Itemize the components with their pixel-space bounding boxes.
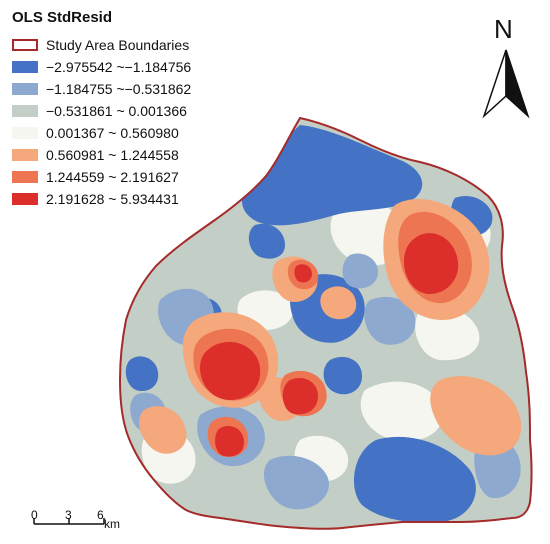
legend-label-class-6: 1.244559 ~ 2.191627 xyxy=(46,169,179,185)
legend-label-class-3: −0.531861 ~ 0.001366 xyxy=(46,103,187,119)
legend-label-boundary: Study Area Boundaries xyxy=(46,37,190,53)
legend-item-boundary: Study Area Boundaries xyxy=(12,34,191,56)
north-label: N xyxy=(494,14,513,44)
legend-label-class-4: 0.001367 ~ 0.560980 xyxy=(46,125,179,141)
legend-label-class-2: −1.184755 ~−0.531862 xyxy=(46,81,192,97)
legend-swatch-class-7 xyxy=(12,193,38,205)
legend-swatch-class-5 xyxy=(12,149,38,161)
scale-unit: km xyxy=(104,517,120,531)
legend-label-class-7: 2.191628 ~ 5.934431 xyxy=(46,191,179,207)
north-arrow-icon xyxy=(482,49,530,119)
legend-item-class-3: −0.531861 ~ 0.001366 xyxy=(12,100,191,122)
scale-tick-0: 0 xyxy=(31,508,38,522)
legend-item-class-1: −2.975542 ~−1.184756 xyxy=(12,56,191,78)
legend-item-class-5: 0.560981 ~ 1.244558 xyxy=(12,144,191,166)
residual-surface xyxy=(120,118,532,529)
legend-label-class-1: −2.975542 ~−1.184756 xyxy=(46,59,192,75)
legend-swatch-class-4 xyxy=(12,127,38,139)
legend-item-class-2: −1.184755 ~−0.531862 xyxy=(12,78,191,100)
scale-tick-6: 6 xyxy=(97,508,104,522)
legend-item-class-4: 0.001367 ~ 0.560980 xyxy=(12,122,191,144)
legend-swatch-class-3 xyxy=(12,105,38,117)
legend-item-class-6: 1.244559 ~ 2.191627 xyxy=(12,166,191,188)
legend-item-class-7: 2.191628 ~ 5.934431 xyxy=(12,188,191,210)
legend-swatch-class-1 xyxy=(12,61,38,73)
legend-swatch-boundary xyxy=(12,39,38,51)
legend: Study Area Boundaries −2.975542 ~−1.1847… xyxy=(12,34,191,210)
legend-swatch-class-2 xyxy=(12,83,38,95)
scale-tick-3: 3 xyxy=(65,508,72,522)
legend-label-class-5: 0.560981 ~ 1.244558 xyxy=(46,147,179,163)
study-area-boundary xyxy=(118,116,533,530)
scale-bar xyxy=(33,518,105,525)
class-2191628-5934431-areas xyxy=(200,233,459,457)
legend-swatch-class-6 xyxy=(12,171,38,183)
legend-title: OLS StdResid xyxy=(12,9,113,26)
